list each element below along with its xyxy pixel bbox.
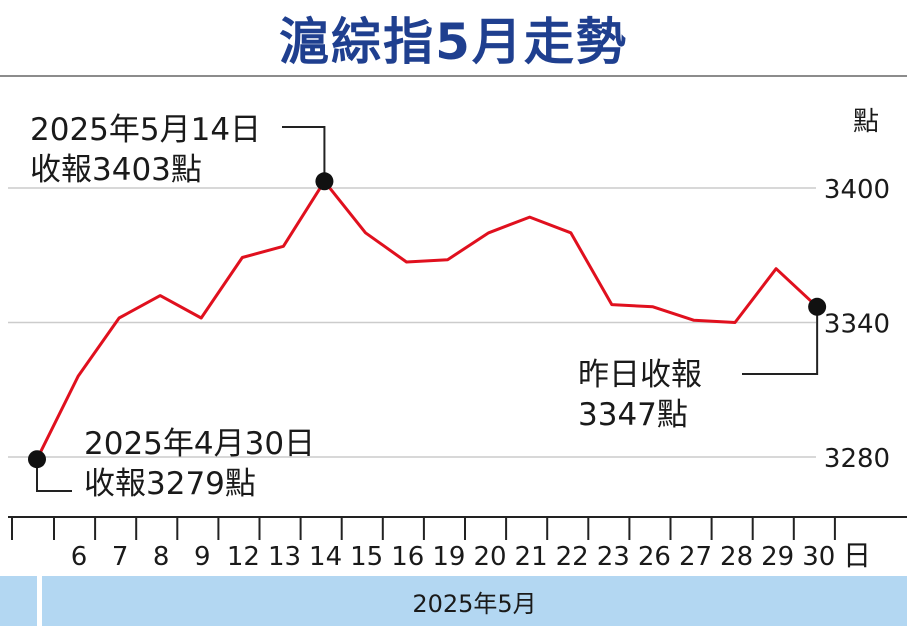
x-tick-label: 8 bbox=[153, 542, 170, 572]
x-tick-label: 9 bbox=[194, 542, 211, 572]
point-peak bbox=[315, 172, 334, 191]
series-line bbox=[35, 179, 819, 460]
x-tick-label: 28 bbox=[720, 542, 753, 572]
x-tick-label: 23 bbox=[597, 542, 630, 572]
annotation-end-label: 昨日收報 bbox=[578, 357, 702, 393]
gridlines bbox=[8, 187, 816, 458]
y-tick-label: 3280 bbox=[824, 444, 890, 474]
x-tick-label: 7 bbox=[112, 542, 129, 572]
x-unit-label: 日 bbox=[843, 539, 871, 572]
x-ticks: 6 7 8 9 12 13 14 15 16 19 20 21 22 23 26 27 28 29 30 bbox=[11, 517, 836, 572]
highlight-points bbox=[28, 172, 827, 469]
x-tick-label: 16 bbox=[391, 542, 424, 572]
leader-start bbox=[36, 459, 72, 492]
x-tick-label: 27 bbox=[679, 542, 712, 572]
chart-title: 滬綜指5月走勢 bbox=[279, 13, 628, 71]
x-tick-label: 13 bbox=[268, 542, 301, 572]
x-tick-label: 20 bbox=[473, 542, 506, 572]
y-tick-label: 3400 bbox=[824, 175, 890, 205]
annotation-leaders bbox=[36, 126, 819, 492]
x-tick-label: 29 bbox=[761, 542, 794, 572]
x-tick-label: 21 bbox=[515, 542, 548, 572]
y-tick-label: 3340 bbox=[824, 310, 890, 340]
footer-band-left bbox=[0, 576, 37, 626]
annotation-start: 2025年4月30日 收報3279點 bbox=[84, 424, 315, 504]
x-tick-label: 22 bbox=[556, 542, 589, 572]
x-tick-label: 26 bbox=[638, 542, 671, 572]
leader-peak bbox=[282, 126, 326, 182]
y-ticks: 3280 3340 3400 bbox=[824, 175, 890, 474]
leader-end bbox=[742, 306, 819, 375]
x-tick-label: 30 bbox=[802, 542, 835, 572]
footer-month-label: 2025年5月 bbox=[412, 590, 537, 618]
annotation-end-value: 3347點 bbox=[578, 397, 688, 433]
point-start bbox=[28, 450, 46, 469]
annotation-start-value: 收報3279點 bbox=[84, 466, 256, 502]
x-tick-label: 19 bbox=[432, 542, 465, 572]
point-end bbox=[808, 297, 827, 316]
annotation-start-date: 2025年4月30日 bbox=[84, 426, 316, 462]
y-unit-label: 點 bbox=[853, 107, 879, 137]
annotation-end: 昨日收報 3347點 bbox=[578, 355, 702, 435]
footer-band: 2025年5月 bbox=[42, 576, 907, 626]
annotation-peak: 2025年5月14日 收報3403點 bbox=[30, 110, 261, 190]
x-tick-label: 12 bbox=[227, 542, 260, 572]
annotation-peak-date: 2025年5月14日 bbox=[30, 112, 262, 148]
annotation-peak-value: 收報3403點 bbox=[30, 152, 202, 188]
x-tick-label: 6 bbox=[71, 542, 88, 572]
x-tick-label: 15 bbox=[350, 542, 383, 572]
x-tick-label: 14 bbox=[309, 542, 342, 572]
